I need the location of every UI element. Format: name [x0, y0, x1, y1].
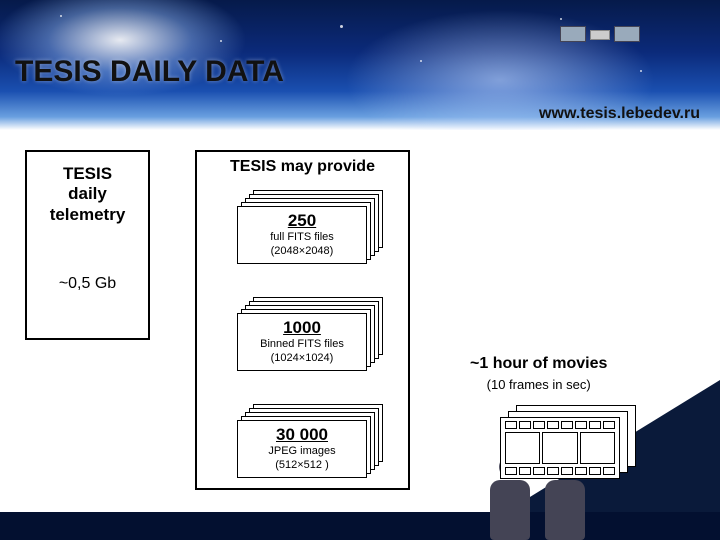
movies-label: ~1 hour of movies (10 frames in sec): [470, 355, 607, 392]
stack-desc1: Binned FITS files: [260, 338, 344, 351]
telemetry-line3: telemetry: [27, 205, 148, 225]
film-icon: [500, 417, 620, 479]
file-stack-jpeg: 30 000 JPEG images (512×512 ): [235, 404, 385, 474]
stack-desc2: (512×512 ): [268, 459, 335, 472]
stack-desc1: full FITS files: [270, 231, 334, 244]
stack-desc1: JPEG images: [268, 445, 335, 458]
stack-count: 1000: [283, 319, 321, 336]
provide-title: TESIS may provide: [197, 158, 408, 176]
film-stack: [500, 405, 640, 485]
stack-count: 30 000: [276, 426, 328, 443]
telemetry-line1: TESIS: [27, 164, 148, 184]
provide-box: TESIS may provide 250 full FITS files (2…: [195, 150, 410, 490]
file-stack-binned-fits: 1000 Binned FITS files (1024×1024): [235, 297, 385, 367]
telemetry-box: TESIS daily telemetry ~0,5 Gb: [25, 150, 150, 340]
movies-sub: (10 frames in sec): [470, 377, 607, 392]
site-url: www.tesis.lebedev.ru: [539, 105, 700, 123]
stack-desc2: (2048×2048): [270, 245, 334, 258]
satellite-graphic: [560, 20, 640, 50]
stack-count: 250: [288, 212, 316, 229]
page-title: TESIS DAILY DATA: [15, 55, 284, 89]
telemetry-size: ~0,5 Gb: [27, 275, 148, 293]
movies-headline: ~1 hour of movies: [470, 355, 607, 373]
file-stack-full-fits: 250 full FITS files (2048×2048): [235, 190, 385, 260]
stack-desc2: (1024×1024): [260, 352, 344, 365]
telemetry-line2: daily: [27, 184, 148, 204]
